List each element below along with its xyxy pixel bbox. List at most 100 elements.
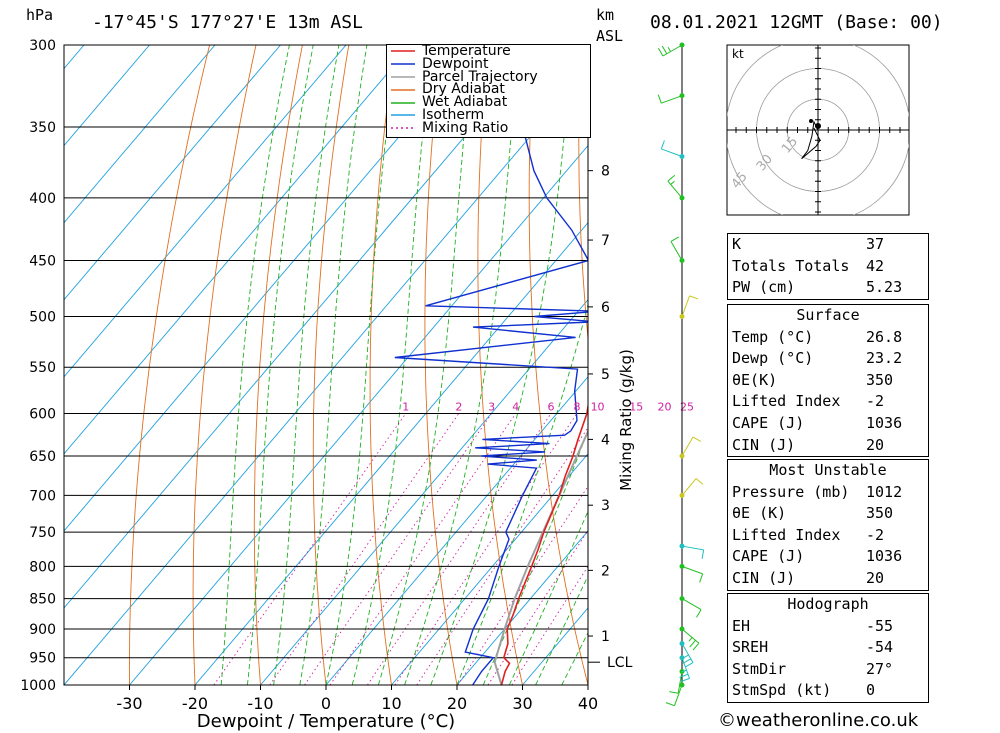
copyright-footer[interactable]: ©weatheronline.co.uk: [718, 710, 919, 731]
wet-adiabat-line: [456, 302, 588, 685]
wind-barb-flag: [689, 639, 696, 648]
height-tick-label: 5: [601, 367, 610, 383]
wet-adiabat-line: [351, 45, 434, 685]
hodo-label: StmSpd (kt): [732, 681, 832, 700]
wind-barb-half: [670, 180, 675, 185]
index-label: K: [732, 235, 742, 253]
hodo-label: EH: [732, 616, 751, 635]
asl-label: ASL: [596, 27, 624, 45]
pressure-tick-label: 850: [29, 592, 56, 608]
most-unstable-title: Most Unstable: [769, 461, 887, 479]
wind-barb-flag: [658, 47, 664, 57]
wind-barb-half: [688, 637, 693, 642]
wind-barb-flag: [682, 658, 692, 664]
hodograph-trace: [801, 120, 821, 160]
legend-label: Dry Adiabat: [422, 81, 505, 98]
surface-row: CAPE (J) 1036: [728, 413, 928, 435]
most-unstable-table: Most Unstable Pressure (mb) 1012 θE (K) 35…: [727, 459, 929, 591]
surface-row: Dewp (°C) 23.2: [728, 348, 928, 370]
hodo-value: 0: [866, 681, 876, 700]
mixing-ratio-label: 25: [680, 400, 694, 413]
height-tick-label: 2: [601, 563, 610, 579]
surface-row: Lifted Index -2: [728, 391, 928, 413]
x-tick-label: 10: [381, 694, 401, 713]
hodo-label: StmDir: [732, 659, 787, 678]
mu-row: CIN (J) 20: [728, 568, 928, 590]
legend-swatch: [391, 76, 415, 78]
hodograph-point: [809, 119, 813, 123]
mixing-ratio-label: 10: [591, 400, 605, 413]
wind-barb-flag: [692, 642, 700, 651]
legend-swatch: [391, 88, 415, 91]
dry-adiabat-line: [424, 45, 458, 685]
index-row-k: K 37: [728, 234, 928, 256]
dry-adiabat-line: [192, 45, 257, 685]
isotherm-line: [260, 299, 588, 685]
x-tick-label: -20: [182, 694, 208, 713]
hodo-value: -55: [866, 616, 894, 635]
wind-barb: [681, 657, 690, 679]
mu-row: CAPE (J) 1036: [728, 546, 928, 568]
dry-adiabat-line: [128, 45, 211, 685]
pressure-tick-label: 500: [29, 310, 56, 326]
wet-adiabat-line: [508, 510, 588, 685]
wind-barb-flag: [695, 478, 704, 485]
pressure-tick-label: 350: [29, 120, 56, 136]
wind-barb: [661, 95, 683, 104]
surface-title: Surface: [796, 306, 860, 324]
surface-value: 23.2: [866, 349, 903, 368]
surface-row: CIN (J) 20: [728, 435, 928, 457]
mixing-ratio-line: [394, 413, 578, 685]
mu-label: CIN (J): [732, 568, 796, 587]
pressure-tick-label: 600: [29, 406, 56, 422]
pressure-unit-label: hPa: [26, 6, 54, 24]
mixing-ratio-label: 3: [488, 400, 495, 413]
x-tick-label: 40: [578, 694, 598, 713]
wind-barb: [677, 671, 683, 694]
pressure-tick-label: 950: [29, 651, 56, 667]
surface-value: 20: [866, 435, 885, 454]
isotherm-line: [64, 45, 281, 301]
surface-table: Surface Temp (°C) 26.8 Dewp (°C) 23.2 θE(K…: [727, 304, 929, 458]
isotherm-line: [325, 376, 588, 685]
wind-barb: [681, 436, 694, 457]
isotherm-line: [64, 45, 478, 532]
wind-barb-flag: [680, 677, 690, 682]
wind-barb-flag: [696, 609, 702, 618]
mu-label: Lifted Index: [732, 525, 841, 544]
km-label: km: [596, 6, 615, 24]
pressure-tick-label: 700: [29, 488, 56, 504]
dry-adiabat-line: [627, 45, 719, 685]
wet-adiabat-line: [273, 45, 340, 685]
mu-value: -2: [866, 525, 885, 544]
pressure-tick-label: 550: [29, 360, 56, 376]
legend-swatch: [391, 101, 415, 104]
legend-item: Isotherm: [387, 108, 590, 122]
storm-motion-marker: [815, 123, 821, 129]
pressure-tick-label: 800: [29, 559, 56, 575]
surface-value: -2: [866, 392, 885, 411]
mixing-ratio-label: 15: [629, 400, 643, 413]
height-tick-label: 6: [601, 300, 610, 316]
isotherm-line: [64, 45, 150, 147]
x-tick-label: -10: [247, 694, 273, 713]
wind-barb: [667, 180, 683, 199]
mixing-ratio-label: 4: [512, 400, 519, 413]
x-tick-label: -30: [116, 694, 142, 713]
index-value: 42: [866, 256, 885, 275]
surface-label: Temp (°C): [732, 327, 814, 346]
dry-adiabat-line: [578, 45, 588, 343]
wind-barb-flag: [701, 549, 705, 559]
dry-adiabat-line: [253, 45, 303, 685]
mu-row: Lifted Index -2: [728, 525, 928, 547]
legend-item: Mixing Ratio: [387, 121, 590, 135]
mu-value: 1036: [866, 547, 903, 566]
mixing-ratio-label: 8: [573, 400, 580, 413]
pressure-tick-label: 750: [29, 525, 56, 541]
wind-barb: [681, 598, 702, 611]
legend: Temperature Dewpoint Parcel Trajectory Dry …: [386, 44, 591, 138]
mu-row: θE (K) 350: [728, 503, 928, 525]
wet-adiabat-line: [430, 45, 574, 685]
pressure-tick-label: 900: [29, 622, 56, 638]
